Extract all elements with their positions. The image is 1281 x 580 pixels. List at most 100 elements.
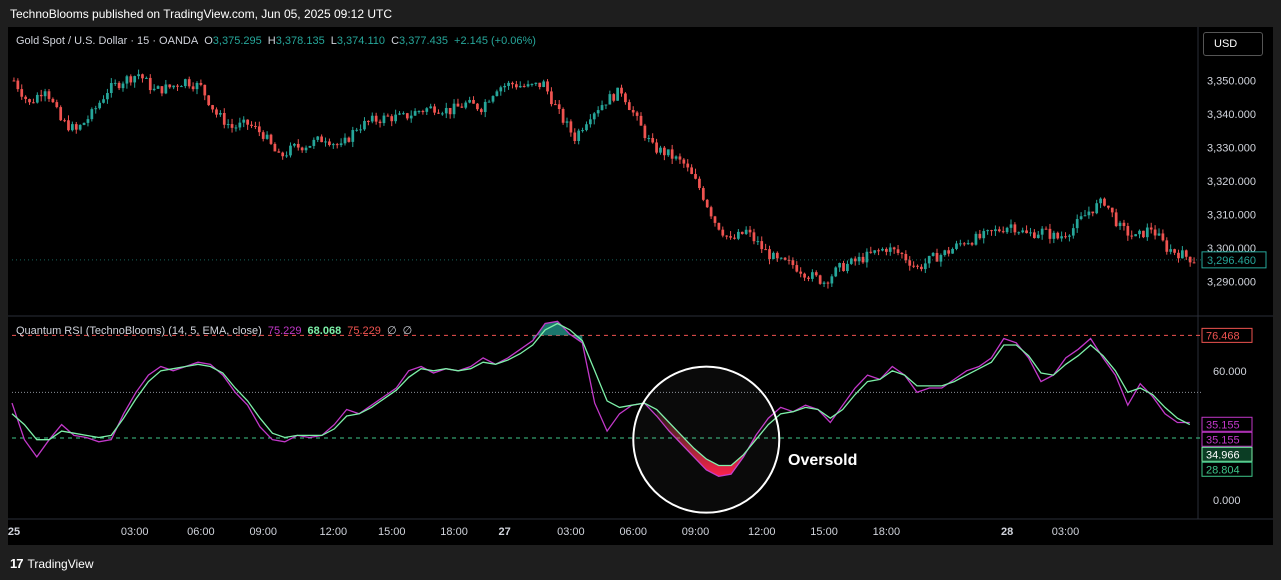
rsi-value-badge — [1201, 416, 1253, 432]
candle-body — [1149, 227, 1153, 230]
candle-body — [670, 149, 674, 159]
candle-body — [51, 98, 55, 103]
candle-body — [1118, 222, 1122, 227]
candle-body — [760, 241, 764, 250]
candle-body — [254, 125, 257, 127]
candle-body — [102, 99, 105, 103]
candle-body — [713, 216, 717, 223]
candle-body — [413, 111, 417, 116]
time-tick-label: 09:00 — [249, 526, 277, 538]
candle-body — [1130, 235, 1134, 237]
time-tick-label: 25 — [8, 526, 20, 538]
price-tick-label: 3,310.000 — [1207, 210, 1256, 222]
candle-body — [1056, 232, 1060, 239]
candle-body — [452, 103, 456, 115]
candle-body — [129, 76, 133, 83]
candle-body — [822, 282, 826, 284]
currency-button[interactable]: USD — [1203, 32, 1263, 56]
rsi-signal-line — [11, 322, 1191, 467]
candle-body — [885, 248, 888, 252]
candle-body — [1103, 198, 1106, 206]
time-tick-label: 12:00 — [748, 526, 776, 538]
candle-body — [1165, 240, 1169, 252]
chart-area[interactable]: 3,350.000 3,340.000 3,330.000 3,320.000 3,31… — [8, 27, 1273, 545]
candle-body — [394, 114, 397, 122]
time-tick-label: 15:00 — [810, 526, 838, 538]
candle-body — [265, 134, 269, 139]
chart-canvas[interactable]: 3,350.000 3,340.000 3,330.000 3,320.000 3,31… — [8, 27, 1273, 545]
price-tick-label: 3,330.000 — [1207, 143, 1256, 155]
candle-body — [904, 253, 908, 261]
rsi-value-badge-label: 34.966 — [1206, 449, 1240, 461]
candle-body — [363, 120, 366, 130]
candle-body — [550, 91, 553, 105]
candle-body — [826, 282, 830, 284]
candle-body — [1188, 256, 1192, 263]
rsi-value-badge-label: 28.804 — [1206, 464, 1240, 476]
candle-body — [729, 236, 732, 238]
candle-body — [32, 102, 35, 104]
high-label: H — [267, 35, 276, 47]
candle-body — [982, 231, 986, 239]
candle-body — [460, 106, 464, 108]
candle-body — [842, 263, 845, 272]
candle-body — [367, 120, 370, 122]
candle-body — [1157, 233, 1161, 236]
candle-body — [308, 145, 312, 148]
candle-body — [234, 127, 238, 129]
candle-body — [1064, 236, 1067, 238]
candle-body — [293, 143, 296, 146]
rsi-value-badge — [1201, 327, 1253, 343]
candle-body — [43, 91, 47, 97]
candle-body — [740, 231, 744, 234]
candle-body — [94, 108, 98, 110]
candle-body — [1099, 198, 1102, 204]
candle-body — [951, 248, 954, 254]
candle-body — [830, 276, 834, 284]
candle-body — [1169, 249, 1173, 252]
candle-body — [779, 257, 783, 259]
candle-body — [172, 85, 175, 88]
candle-body — [211, 105, 214, 110]
candle-body — [783, 257, 787, 260]
candle-body — [1138, 230, 1141, 235]
candle-body — [923, 263, 927, 270]
candle-body — [148, 77, 152, 91]
candle-body — [503, 85, 507, 88]
candle-body — [417, 111, 421, 113]
candle-body — [1071, 228, 1075, 236]
candle-body — [1025, 230, 1028, 234]
candle-body — [873, 250, 877, 253]
candle-body — [538, 82, 542, 88]
candle-body — [304, 147, 308, 151]
candle-body — [378, 121, 382, 124]
candle-body — [230, 124, 234, 128]
candle-body — [281, 152, 285, 157]
rsi-value-badge-label: 76.468 — [1206, 330, 1240, 342]
candle-body — [183, 79, 187, 87]
candle-body — [752, 232, 756, 242]
candle-body — [437, 112, 440, 114]
candle-body — [978, 233, 982, 239]
candle-body — [655, 142, 658, 153]
candle-body — [335, 144, 339, 146]
candle-body — [1005, 227, 1009, 233]
candle-body — [534, 82, 538, 84]
candle-body — [659, 147, 662, 153]
candle-body — [421, 111, 425, 113]
candle-body — [20, 89, 24, 97]
rsi-tick-label: 60.000 — [1213, 366, 1247, 378]
candle-body — [589, 119, 592, 125]
candle-body — [912, 265, 915, 267]
high-value: 3,378.135 — [275, 35, 325, 47]
candle-body — [203, 84, 207, 96]
candle-body — [624, 93, 627, 103]
time-tick-label: 27 — [499, 526, 511, 538]
time-tick-label: 18:00 — [873, 526, 901, 538]
candle-body — [1095, 203, 1099, 214]
candle-body — [429, 106, 433, 109]
candle-body — [320, 136, 323, 143]
rsi-value-3: 75.229 — [347, 325, 381, 337]
candle-body — [717, 222, 721, 230]
candle-body — [125, 76, 129, 84]
